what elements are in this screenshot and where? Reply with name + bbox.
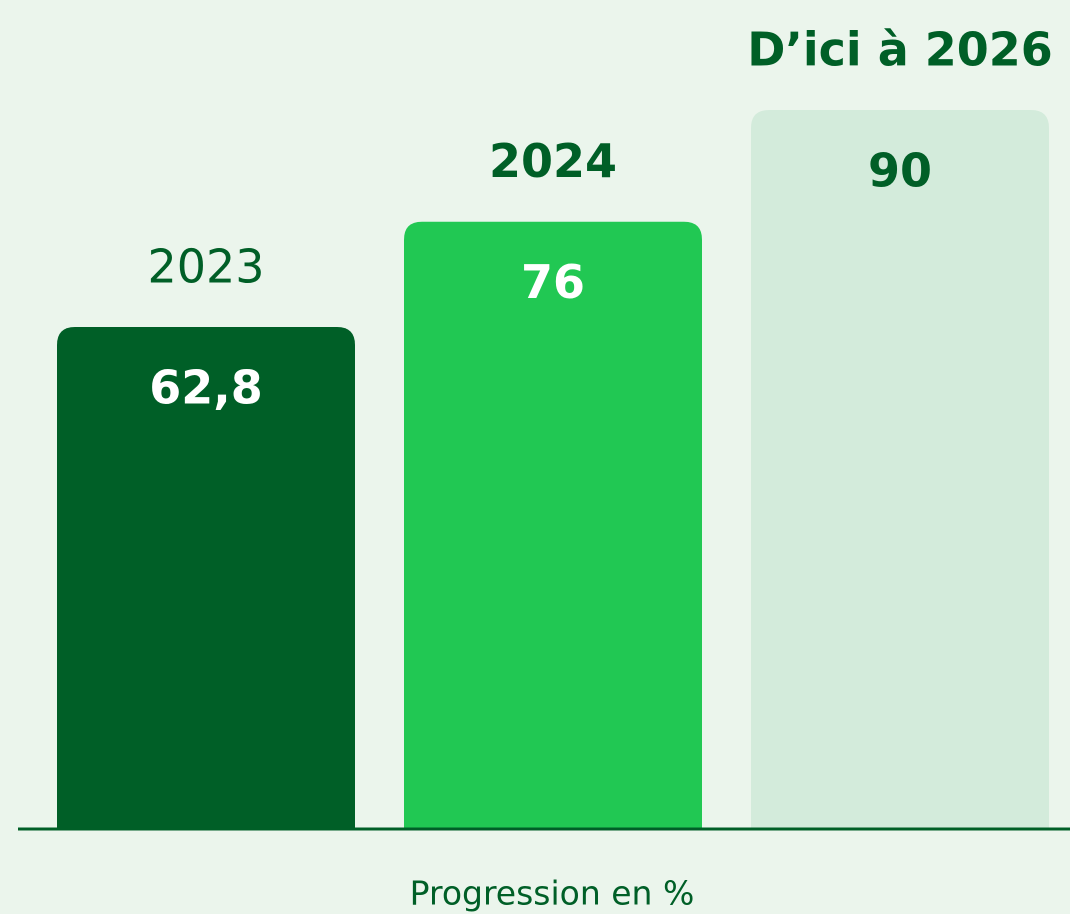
value-label: 76 — [521, 255, 585, 309]
x-axis-label: Progression en % — [410, 874, 695, 913]
category-label: 2024 — [489, 134, 617, 188]
category-label: D’ici à 2026 — [747, 23, 1053, 77]
bar — [57, 326, 355, 828]
value-label: 90 — [868, 144, 932, 198]
bar — [404, 221, 702, 828]
value-label: 62,8 — [149, 360, 263, 414]
bar — [751, 110, 1049, 828]
category-label: 2023 — [147, 239, 264, 293]
